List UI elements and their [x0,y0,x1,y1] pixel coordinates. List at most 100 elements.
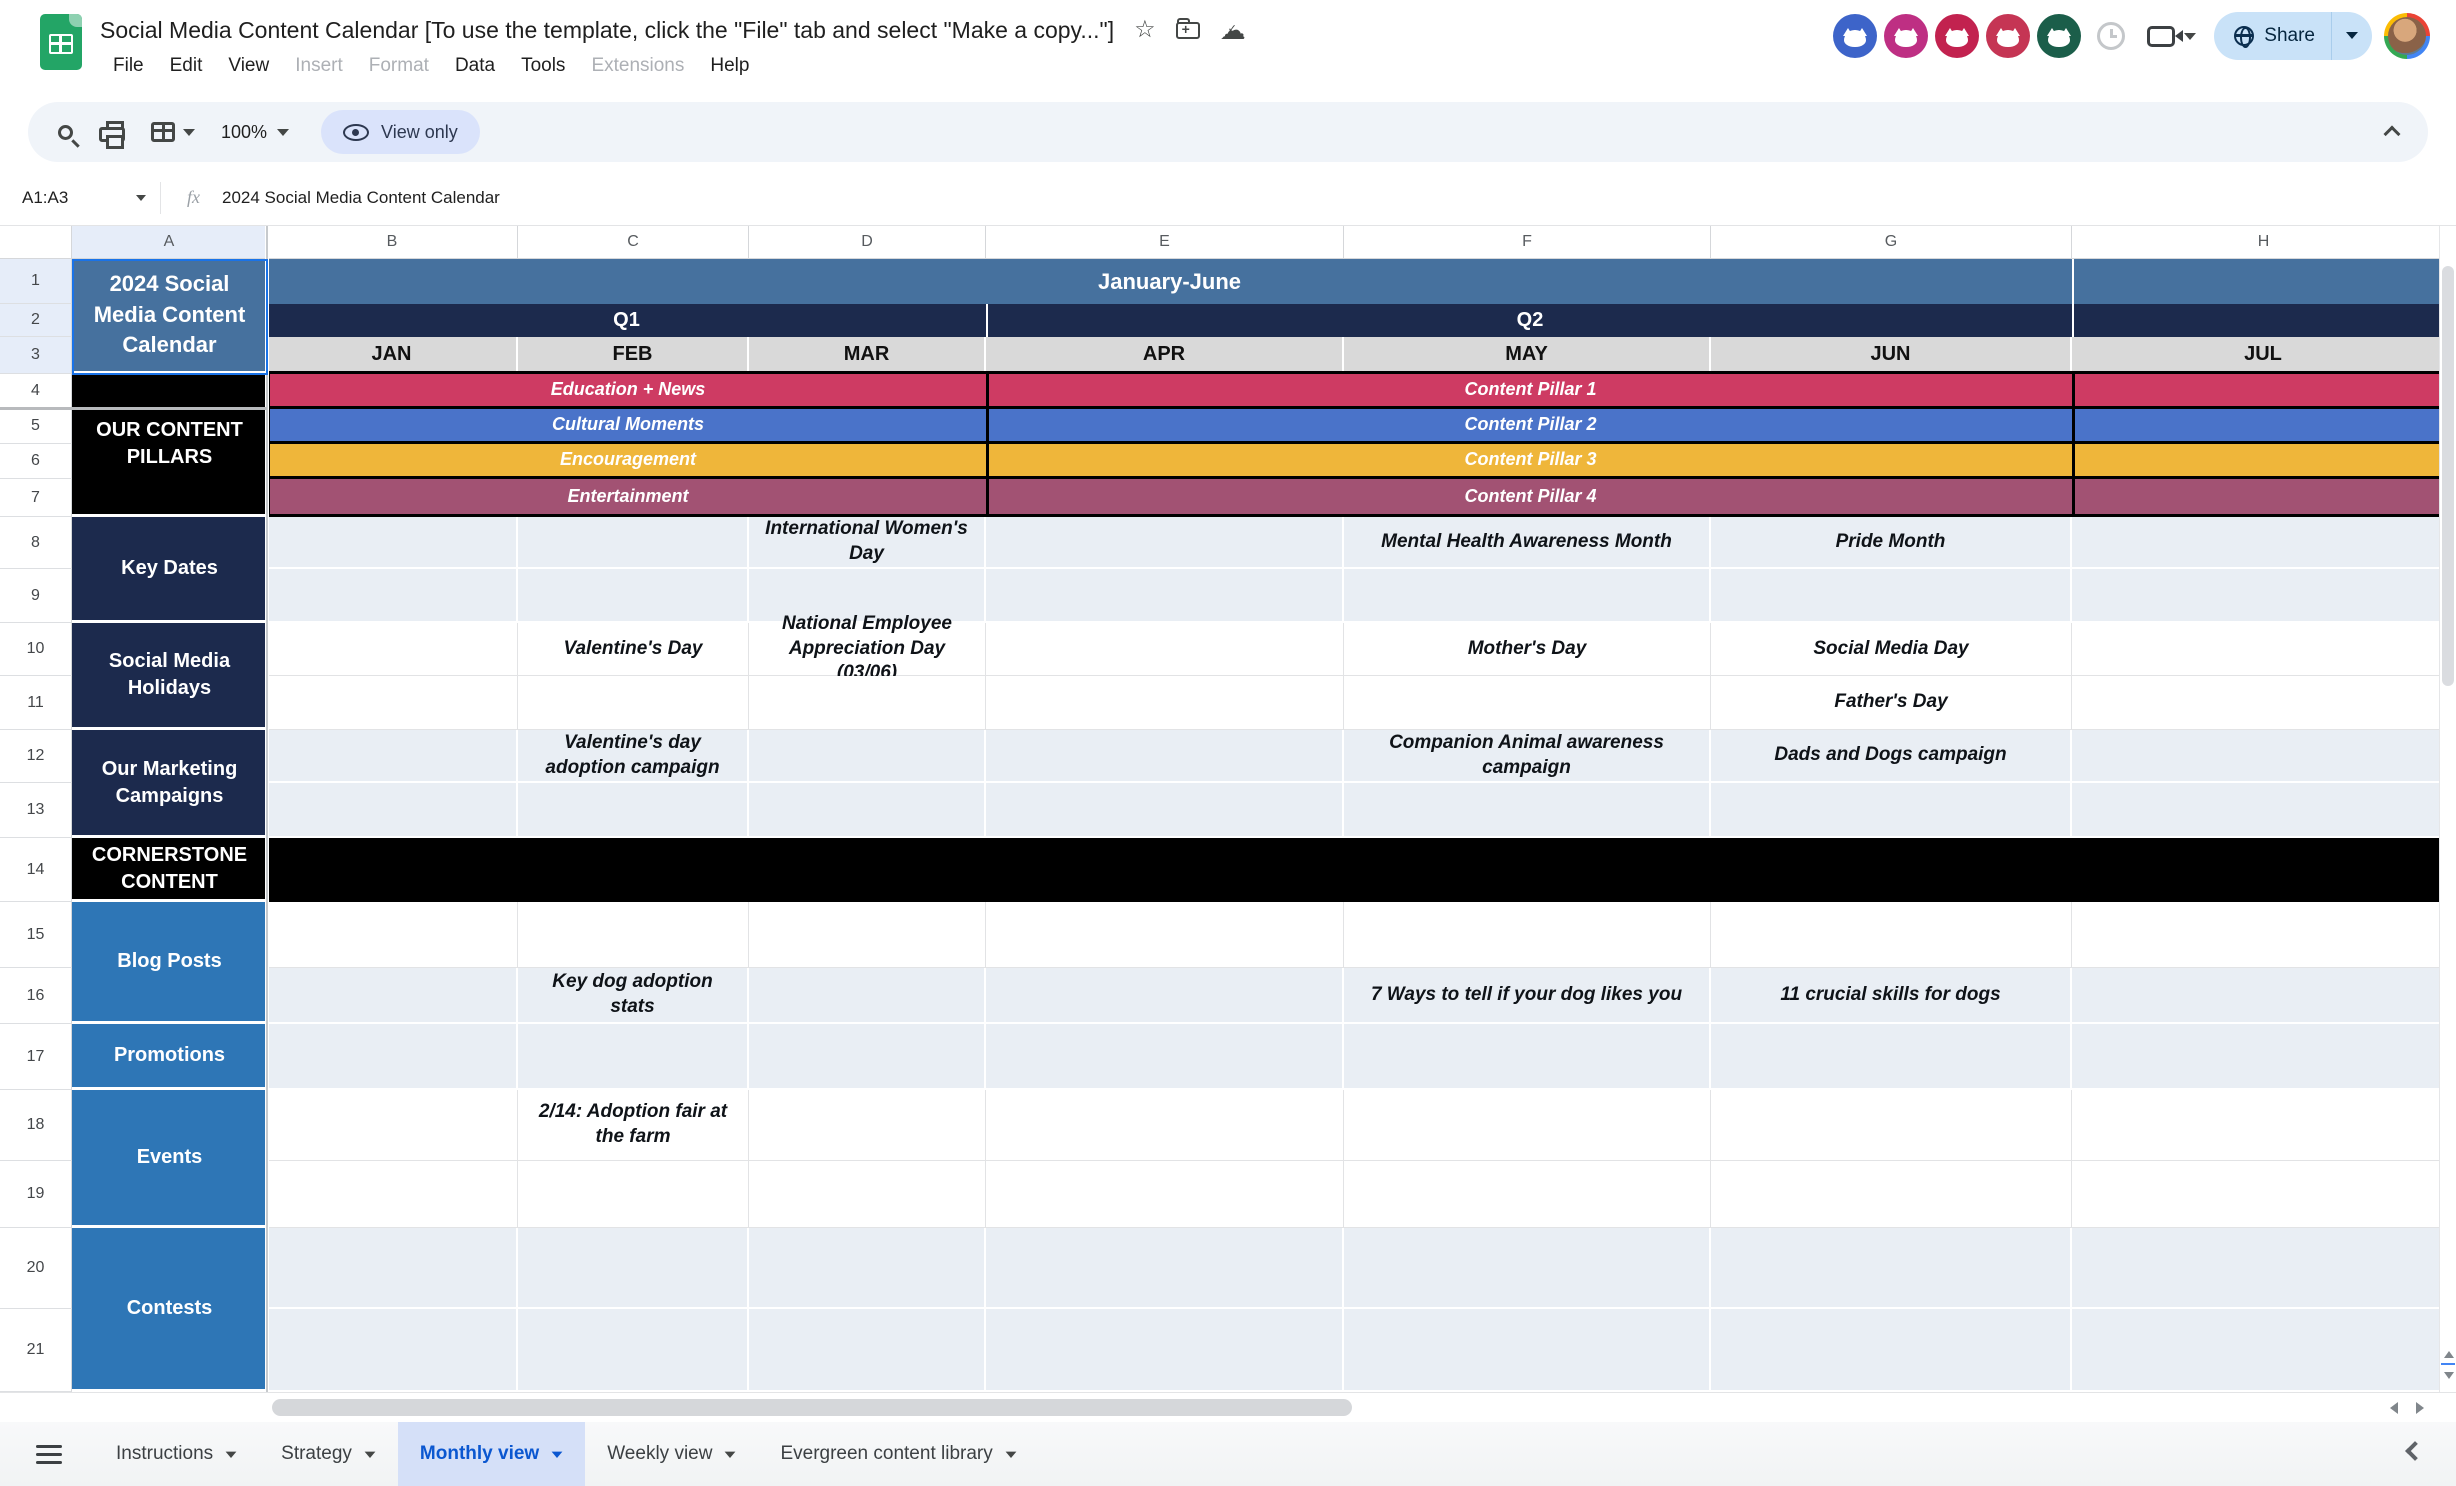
cell-h17[interactable] [2072,1024,2456,1090]
tab-weekly-view[interactable]: Weekly view [585,1422,758,1486]
menu-tools[interactable]: Tools [521,55,566,76]
cell-h13[interactable] [2072,783,2456,838]
cell-h21[interactable] [2072,1309,2456,1392]
cell-a12-marketing-campaigns[interactable]: Our Marketing Campaigns [72,730,267,838]
vertical-scrollbar[interactable] [2439,226,2456,1392]
scroll-up-arrow-icon[interactable] [2444,1346,2454,1358]
cell-f11[interactable] [1344,676,1711,730]
cell-a1-calendar-title[interactable]: 2024 Social Media Content Calendar [72,259,267,374]
star-icon[interactable]: ☆ [1134,16,1156,43]
cell-g9[interactable] [1711,569,2072,623]
cell-d13[interactable] [749,783,986,838]
horizontal-scrollbar[interactable] [0,1392,2456,1422]
cell-h18[interactable] [2072,1090,2456,1161]
cell-c17[interactable] [518,1024,749,1090]
row-header-19[interactable]: 19 [0,1161,72,1228]
cell-a20-contests[interactable]: Contests [72,1228,267,1392]
cell-h2[interactable] [2072,304,2456,337]
cell-b3-jan[interactable]: JAN [267,337,518,371]
cell-b16[interactable] [267,968,518,1024]
cell-h19[interactable] [2072,1161,2456,1228]
row-header-1[interactable]: 1 [0,259,72,304]
scroll-tabs-left-icon[interactable] [2405,1441,2425,1461]
cell-b12[interactable] [267,730,518,783]
cell-e2-q2[interactable]: Q2 [986,304,2072,337]
cell-c21[interactable] [518,1309,749,1392]
cell-d21[interactable] [749,1309,986,1392]
cell-h1[interactable] [2072,259,2456,304]
cell-b5-pillar-cultural-moments[interactable]: Cultural Moments [267,409,986,441]
menu-help[interactable]: Help [710,55,750,76]
row-header-9[interactable]: 9 [0,569,72,623]
cell-a18-events[interactable]: Events [72,1090,267,1228]
cell-b7-pillar-entertainment[interactable]: Entertainment [267,479,986,514]
cell-b19[interactable] [267,1161,518,1228]
cell-b6-pillar-encouragement[interactable]: Encouragement [267,444,986,476]
cell-a14-cornerstone-content[interactable]: CORNERSTONE CONTENT [72,838,267,902]
menu-file[interactable]: File [113,55,144,76]
cell-e13[interactable] [986,783,1344,838]
cell-e5-content-pillar-2[interactable]: Content Pillar 2 [986,409,2072,441]
cell-g12[interactable]: Dads and Dogs campaign [1711,730,2072,783]
cell-b10[interactable] [267,623,518,676]
cell-d15[interactable] [749,902,986,968]
cell-e18[interactable] [986,1090,1344,1161]
collaborator-avatar-3[interactable] [1935,14,1980,58]
cell-g21[interactable] [1711,1309,2072,1392]
user-avatar[interactable] [2384,13,2430,59]
cell-h9[interactable] [2072,569,2456,623]
cell-f8[interactable]: Mental Health Awareness Month [1344,517,1711,569]
cell-b15[interactable] [267,902,518,968]
cell-f15[interactable] [1344,902,1711,968]
menu-data[interactable]: Data [454,55,496,76]
row-header-20[interactable]: 20 [0,1228,72,1309]
column-header-d[interactable]: D [749,226,986,258]
column-header-b[interactable]: B [267,226,518,258]
cell-a17-promotions[interactable]: Promotions [72,1024,267,1090]
cell-c20[interactable] [518,1228,749,1309]
cell-c3-feb[interactable]: FEB [518,337,749,371]
cell-e6-content-pillar-3[interactable]: Content Pillar 3 [986,444,2072,476]
row-header-3[interactable]: 3 [0,337,72,374]
cell-e9[interactable] [986,569,1344,623]
row-header-16[interactable]: 16 [0,968,72,1024]
cell-a4-content-pillars[interactable]: OUR CONTENT PILLARS [72,374,267,517]
move-to-folder-icon[interactable]: + [1175,17,1200,39]
cell-b17[interactable] [267,1024,518,1090]
row-header-4[interactable]: 4 [0,374,72,409]
cell-a15-blog-posts[interactable]: Blog Posts [72,902,267,1024]
cell-c15[interactable] [518,902,749,968]
cell-f3-may[interactable]: MAY [1344,337,1711,371]
collaborator-avatar-4[interactable] [1986,14,2031,58]
cell-f21[interactable] [1344,1309,1711,1392]
cell-e19[interactable] [986,1161,1344,1228]
cell-h4[interactable] [2072,374,2456,406]
cell-b13[interactable] [267,783,518,838]
search-icon[interactable] [58,124,73,140]
cell-f17[interactable] [1344,1024,1711,1090]
cell-f19[interactable] [1344,1161,1711,1228]
share-dropdown-button[interactable] [2332,12,2372,60]
column-header-f[interactable]: F [1344,226,1711,258]
cell-g8[interactable]: Pride Month [1711,517,2072,569]
cell-e10[interactable] [986,623,1344,676]
cell-h3-jul[interactable]: JUL [2072,337,2456,371]
frozen-column-divider[interactable] [265,226,269,1392]
cell-c11[interactable] [518,676,749,730]
tab-strategy[interactable]: Strategy [259,1422,398,1486]
cell-h12[interactable] [2072,730,2456,783]
cell-g15[interactable] [1711,902,2072,968]
column-header-a[interactable]: A [72,226,267,258]
column-header-c[interactable]: C [518,226,749,258]
google-sheets-logo-icon[interactable] [40,14,82,70]
cell-h15[interactable] [2072,902,2456,968]
cell-g18[interactable] [1711,1090,2072,1161]
cell-e3-apr[interactable]: APR [986,337,1344,371]
tab-evergreen-content-library[interactable]: Evergreen content library [758,1422,1038,1486]
cell-h11[interactable] [2072,676,2456,730]
cell-c18[interactable]: 2/14: Adoption fair at the farm [518,1090,749,1161]
column-header-h[interactable]: H [2072,226,2456,258]
cell-d16[interactable] [749,968,986,1024]
cell-e7-content-pillar-4[interactable]: Content Pillar 4 [986,479,2072,514]
collaborator-avatar-5[interactable] [2037,14,2082,58]
